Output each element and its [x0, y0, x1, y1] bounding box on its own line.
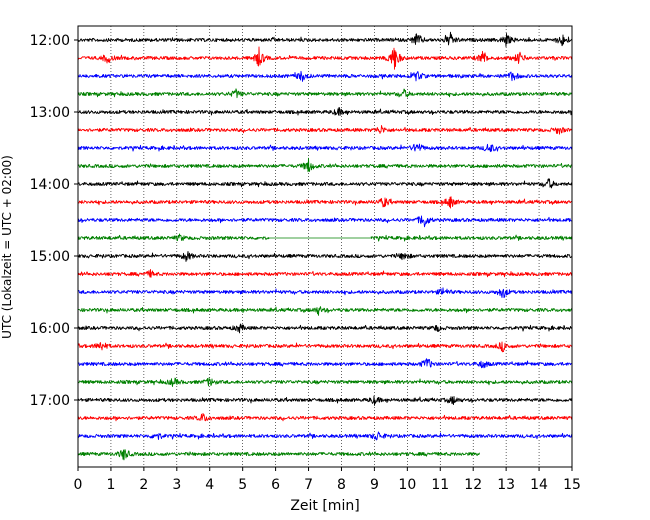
- x-tick-label: 9: [370, 477, 379, 493]
- y-tick-label: 17:00: [30, 393, 70, 409]
- trace-1345: [77, 157, 573, 173]
- trace-1715: [78, 412, 573, 422]
- x-tick-label: 14: [530, 477, 548, 493]
- trace-1230: [77, 70, 573, 82]
- x-tick-label: 6: [271, 477, 280, 493]
- trace-1200: [77, 31, 573, 48]
- trace-1445: [77, 233, 270, 242]
- y-tick-label: 16:00: [30, 321, 70, 337]
- trace-1700: [77, 395, 573, 406]
- y-tick-label: 14:00: [30, 177, 70, 193]
- y-axis-ticks: 12:00 13:00 14:00 15:00 16:00 17:00: [30, 33, 78, 409]
- x-tick-label: 5: [238, 477, 247, 493]
- x-tick-label: 12: [464, 477, 482, 493]
- trace-1530: [77, 287, 573, 299]
- trace-1445: [370, 234, 573, 242]
- trace-1315: [77, 125, 573, 135]
- seismic-traces: [77, 31, 573, 461]
- trace-1245: [77, 88, 573, 99]
- x-tick-label: 1: [106, 477, 115, 493]
- trace-1545: [77, 306, 573, 316]
- x-axis-label: Zeit [min]: [290, 498, 359, 514]
- plot-frame: [77, 25, 573, 468]
- x-tick-label: 7: [304, 477, 313, 493]
- y-tick-label: 15:00: [30, 249, 70, 265]
- x-tick-label: 11: [431, 477, 449, 493]
- x-tick-label: 0: [74, 477, 83, 493]
- trace-1515: [77, 269, 573, 278]
- x-tick-label: 4: [205, 477, 214, 493]
- trace-1430: [77, 215, 573, 228]
- trace-1500: [77, 251, 573, 262]
- trace-1400: [77, 178, 573, 189]
- x-tick-label: 13: [497, 477, 515, 493]
- x-tick-label: 3: [172, 477, 181, 493]
- trace-1300: [77, 107, 573, 116]
- x-axis-ticks: 0 1 2 3 4 5 6 7 8 9 10 11 12 13 14 15: [74, 467, 581, 493]
- trace-1215: [77, 46, 573, 70]
- trace-1645: [77, 377, 573, 387]
- trace-1745: [77, 449, 480, 461]
- y-tick-label: 12:00: [30, 33, 70, 49]
- trace-1615: [77, 341, 573, 353]
- trace-1330: [77, 143, 573, 153]
- x-tick-label: 10: [398, 477, 416, 493]
- x-tick-label: 15: [563, 477, 581, 493]
- x-tick-label: 8: [337, 477, 346, 493]
- trace-1730: [77, 431, 573, 441]
- trace-1630: [77, 358, 573, 369]
- trace-1600: [77, 323, 573, 334]
- y-axis-label: UTC (Lokalzeit = UTC + 02:00): [0, 155, 14, 339]
- x-tick-label: 2: [139, 477, 148, 493]
- trace-1415: [77, 196, 573, 209]
- y-tick-label: 13:00: [30, 105, 70, 121]
- vertical-gridlines: [110, 26, 540, 467]
